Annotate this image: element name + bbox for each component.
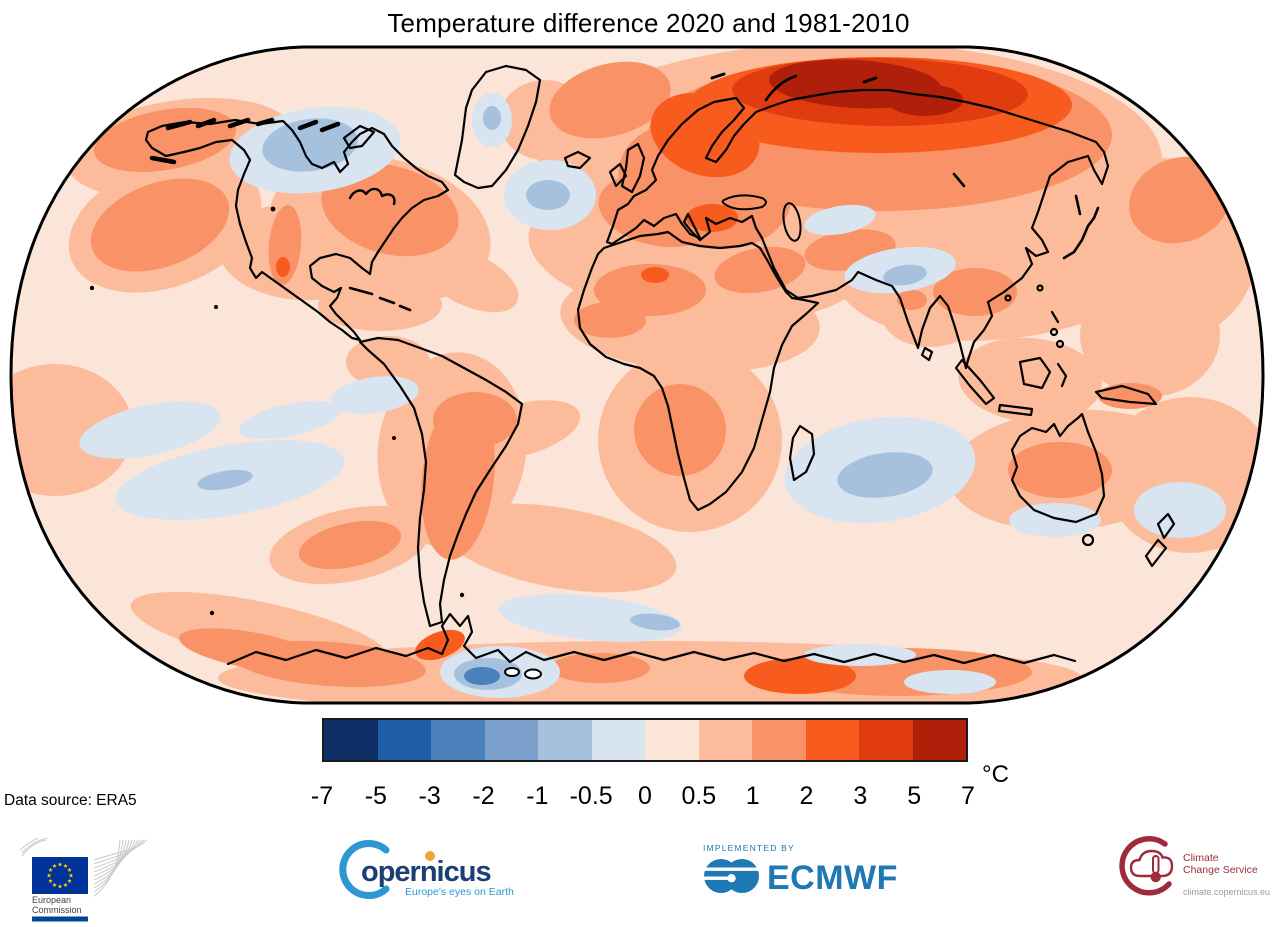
copernicus-logo: opernicus Europe's eyes on Earth [333, 838, 533, 902]
caspian-sea-outline [782, 202, 802, 242]
black-sea-outline [721, 194, 767, 211]
colorbar-tick-label: -5 [364, 782, 387, 810]
colorbar-segment [752, 720, 806, 760]
copernicus-c-swoosh [339, 840, 390, 899]
copernicus-i-dot [425, 851, 435, 861]
ecmwf-implemented-by: IMPLEMENTED BY [703, 843, 795, 853]
sri-lanka-outline [920, 346, 934, 362]
colorbar-segment [805, 720, 859, 760]
ecmwf-logo: IMPLEMENTED BY ECMWF [695, 838, 925, 898]
uk-outline [620, 142, 646, 194]
new-zealand-outline [1144, 512, 1176, 568]
coastline-layer [89, 64, 1176, 680]
ecmwf-wordmark: ECMWF [767, 859, 898, 897]
colorbar-ticks: -7 -5 -3 -2 -1 -0.5 0 0.5 1 2 3 5 7 [311, 782, 975, 812]
lake-baikal-mark [952, 172, 966, 188]
great-salt-lake-dot [270, 206, 276, 212]
colorbar-tick-label: 1 [745, 782, 760, 810]
ec-name-line1: European [32, 895, 71, 905]
novaya-zemlya-outline [764, 74, 798, 102]
colorbar-tick-label: -2 [472, 782, 495, 810]
copernicus-wordmark: opernicus [361, 856, 491, 888]
c3s-thermometer [1150, 855, 1161, 883]
european-commission-logo: European Commission [19, 835, 250, 922]
ecmwf-mark [700, 859, 762, 893]
great-lakes-outline [348, 187, 396, 206]
continent-outline-eurasia [605, 88, 1110, 370]
anomaly-fill-layer [11, 47, 1263, 703]
caribbean-islands-marks [348, 286, 412, 312]
colorbar-tick-label: -1 [526, 782, 549, 810]
c3s-url: climate.copernicus.eu [1183, 887, 1270, 897]
map-outline [9, 45, 1265, 705]
colorbar-tick-label: 0 [638, 782, 652, 810]
ireland-outline [608, 162, 628, 188]
ec-flourish-lines [19, 835, 148, 897]
page-title: Temperature difference 2020 and 1981-201… [387, 8, 910, 38]
colorbar-segment [431, 720, 485, 760]
data-source-label: Data source: ERA5 [4, 792, 137, 809]
c3s-name-line1: Climate [1183, 852, 1219, 864]
iceland-outline [563, 150, 592, 170]
colorbar-tick-label: 7 [961, 782, 975, 810]
c3s-crescent [1119, 836, 1172, 896]
southeast-asia-islands [954, 284, 1158, 417]
colorbar-segment [859, 720, 913, 760]
continent-outline-north-america [144, 118, 450, 342]
colorbar [322, 718, 968, 762]
australia-outline [1010, 412, 1106, 524]
colorbar-segment [538, 720, 592, 760]
colorbar-tick-label: -7 [310, 782, 334, 810]
colorbar-segment [912, 720, 966, 760]
unit-label: °C [982, 761, 1009, 788]
c3s-name-line2: Change Service [1183, 864, 1258, 876]
colorbar-segment [484, 720, 538, 760]
copernicus-tagline: Europe's eyes on Earth [405, 886, 514, 898]
colorbar-segment [377, 720, 431, 760]
continent-outline-africa [576, 230, 820, 512]
colorbar-tick-label: 2 [799, 782, 814, 810]
arctic-islands-marks [149, 117, 341, 165]
tasmania-outline [1081, 533, 1095, 547]
climate-change-service-logo: Climate Change Service climate.copernicu… [1113, 836, 1277, 902]
c3s-cloud [1129, 849, 1174, 878]
japan-outline [1062, 194, 1100, 260]
anomaly-cool-2-1 [464, 667, 500, 685]
colorbar-tick-label: 0.5 [681, 782, 717, 810]
colorbar-tick-label: 3 [853, 782, 868, 810]
colorbar-segment [324, 720, 378, 760]
ec-underline-bar [32, 916, 88, 922]
pacific-island-dots [89, 285, 465, 616]
colorbar-tick-label: -3 [418, 782, 441, 810]
greenland-outline [453, 64, 542, 190]
colorbar-segment [645, 720, 699, 760]
continent-outline-south-america [358, 336, 524, 628]
colorbar-tick-label: -0.5 [569, 782, 613, 810]
svalbard-marks [710, 72, 878, 84]
baffin-island-outline [342, 124, 376, 150]
colorbar-segment [591, 720, 645, 760]
madagascar-outline [788, 424, 816, 482]
ec-name-line2: Commission [32, 905, 82, 915]
colorbar-segment [698, 720, 752, 760]
colorbar-tick-label: 5 [907, 782, 922, 810]
ice-shelf-outlines [504, 667, 542, 680]
antarctica-coastline [226, 612, 1077, 666]
